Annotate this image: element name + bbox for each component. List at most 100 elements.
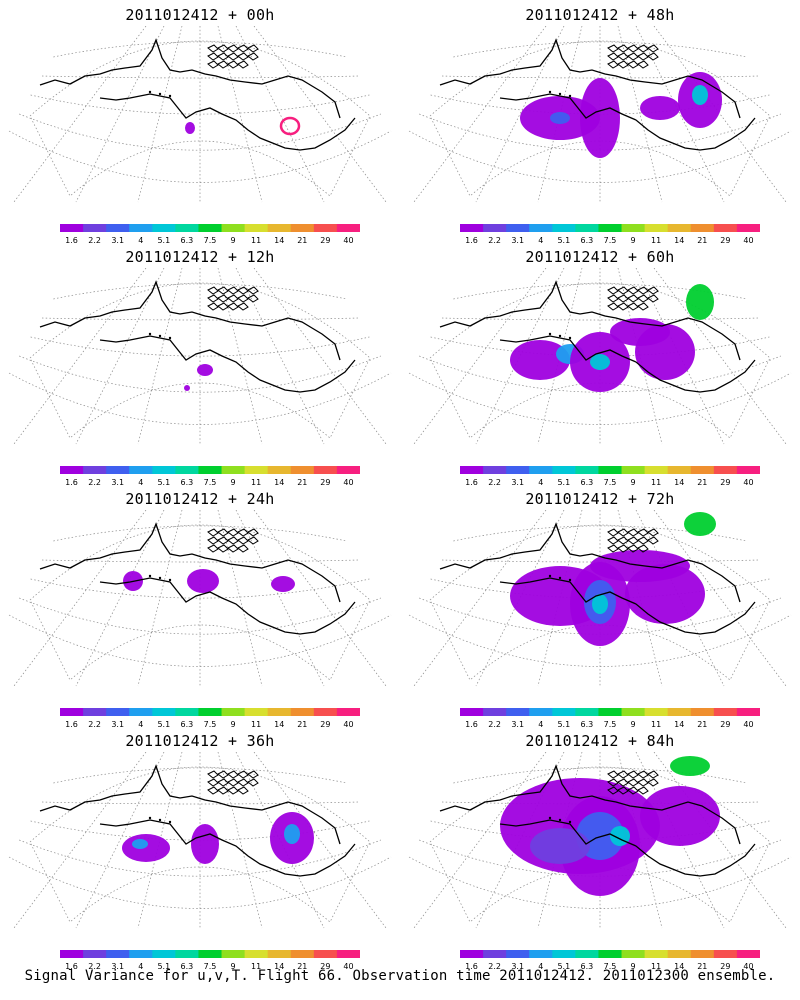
colorbar-label: 14 [674, 236, 684, 245]
high-variance-contour [279, 116, 301, 136]
coastline [99, 93, 356, 151]
arctic-island [227, 52, 239, 61]
arctic-island [617, 60, 629, 69]
arctic-island [237, 544, 249, 553]
forecast-panel-0h: 2011012412 + 00h 1.6 2.2 3.1 4 5.1 6.3 7.5 9 11 14… [0, 0, 400, 245]
arctic-island [607, 286, 619, 295]
variance-contour [692, 85, 708, 105]
colorbar-label: 4 [138, 720, 143, 729]
colorbar-label: 40 [343, 236, 353, 245]
colorbar-label: 9 [231, 720, 236, 729]
arctic-island [607, 536, 619, 545]
colorbar-label: 6.3 [181, 720, 194, 729]
variance-contour [197, 364, 213, 376]
arctic-island [627, 544, 639, 553]
colorbar-label: 5.1 [557, 720, 570, 729]
colorbar-swatch [506, 708, 530, 716]
colorbar-label: 7.5 [604, 478, 617, 487]
forecast-panel-84h: 2011012412 + 84h 1.6 2.2 3.1 4 5.1 6.3 7.5 9 11 14… [400, 726, 800, 971]
colorbar-label: 4 [538, 236, 543, 245]
arctic-island [207, 52, 219, 61]
arctic-island [647, 44, 659, 53]
colorbar-swatch [152, 466, 176, 474]
arctic-island [217, 302, 229, 311]
meridian-line [617, 268, 663, 445]
panel-title: 2011012412 + 36h [125, 732, 275, 750]
arctic-island [207, 528, 219, 537]
colorbar-label: 1.6 [65, 236, 78, 245]
colorbar-swatch [244, 708, 269, 716]
island-dot [158, 818, 162, 822]
colorbar-label: 29 [720, 236, 730, 245]
variance-contour [580, 78, 620, 158]
latitude-circle [453, 41, 747, 58]
arctic-island [247, 528, 259, 537]
arctic-island [237, 302, 249, 311]
colorbar-swatch [152, 950, 176, 958]
colorbar-label: 29 [320, 478, 330, 487]
arctic-island [647, 536, 659, 545]
colorbar-label: 21 [697, 236, 707, 245]
colorbar-swatch [529, 224, 553, 232]
arctic-island [207, 544, 219, 553]
colorbar-label: 1.6 [465, 720, 478, 729]
colorbar-swatch [152, 708, 176, 716]
meridian-line [75, 26, 165, 203]
colorbar-label: 11 [251, 236, 261, 245]
coastline [39, 764, 341, 845]
arctic-island [227, 544, 239, 553]
colorbar-swatch [129, 708, 153, 716]
arctic-island [627, 536, 639, 545]
arctic-island [607, 528, 619, 537]
variance-contour [610, 318, 670, 346]
island-dot [548, 574, 552, 578]
island-dot [568, 336, 572, 340]
colorbar-swatch [736, 708, 760, 716]
arctic-island [217, 544, 229, 553]
variance-contour [640, 786, 720, 846]
colorbar: 1.6 2.2 3.1 4 5.1 6.3 7.5 9 11 14 21 29 40 [60, 708, 360, 729]
arctic-island [627, 778, 639, 787]
meridian-line [617, 26, 663, 203]
colorbar-label: 5.1 [157, 478, 170, 487]
arctic-island [637, 528, 649, 537]
colorbar-label: 9 [231, 236, 236, 245]
colorbar-label: 2.2 [488, 962, 501, 971]
colorbar-swatch [736, 950, 760, 958]
map-view [408, 268, 792, 445]
colorbar-swatch [713, 224, 738, 232]
arctic-island [237, 770, 249, 779]
colorbar-label: 5.1 [157, 962, 170, 971]
colorbar-swatch [313, 466, 338, 474]
island-dot [548, 816, 552, 820]
forecast-panel-grid: 2011012412 + 00h 1.6 2.2 3.1 4 5.1 6.3 7.5 9 11 14… [0, 0, 800, 971]
coastline [439, 522, 741, 603]
meridian-line [217, 26, 263, 203]
colorbar-label: 2.2 [488, 236, 501, 245]
colorbar-label: 40 [743, 236, 753, 245]
colorbar-swatch [667, 950, 692, 958]
arctic-island [247, 286, 259, 295]
colorbar-swatch [552, 224, 576, 232]
meridian-line [617, 752, 663, 929]
colorbar-swatch [290, 466, 315, 474]
colorbar-swatch [713, 708, 738, 716]
arctic-island [237, 778, 249, 787]
colorbar-swatch [175, 466, 199, 474]
island-dot [168, 94, 172, 98]
colorbar-label: 7.5 [204, 962, 217, 971]
coastline [499, 335, 756, 393]
latitude-circle [30, 94, 370, 115]
colorbar-label: 9 [231, 962, 236, 971]
meridian-line [217, 510, 263, 687]
island-dot [558, 818, 562, 822]
arctic-island [647, 294, 659, 303]
colorbar-swatch [713, 466, 738, 474]
arctic-island [227, 770, 239, 779]
latitude-circle [30, 578, 370, 599]
colorbar-swatch [60, 466, 84, 474]
arctic-island [617, 778, 629, 787]
variance-contour [122, 834, 170, 862]
arctic-island [217, 528, 229, 537]
arctic-island [217, 536, 229, 545]
